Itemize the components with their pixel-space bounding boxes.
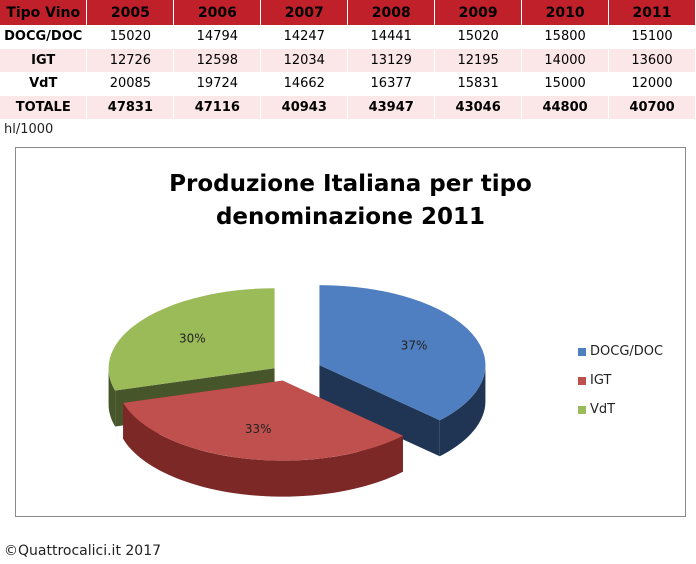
copyright-footer: ©Quattrocalici.it 2017 <box>4 543 162 559</box>
table-cell: 15020 <box>434 25 523 49</box>
header-cell: 2009 <box>434 0 523 25</box>
header-cell: Tipo Vino <box>0 0 88 25</box>
row-label: TOTALE <box>0 95 88 119</box>
table-cell: 40700 <box>608 95 696 119</box>
table-cell: 47831 <box>86 95 175 119</box>
table-cell: 44800 <box>521 95 610 119</box>
table-cell: 12195 <box>434 48 523 72</box>
table-cell: 13600 <box>608 48 696 72</box>
unit-note: hl/1000 <box>4 122 54 137</box>
chart-title: Produzione Italiana per tipo denominazio… <box>16 168 685 234</box>
header-cell: 2007 <box>260 0 349 25</box>
table-cell: 19724 <box>173 72 262 96</box>
header-cell: 2011 <box>608 0 696 25</box>
table-header-row: Tipo Vino 2005 2006 2007 2008 2009 2010 … <box>0 0 696 25</box>
legend-swatch <box>578 376 586 385</box>
table-cell: 43046 <box>434 95 523 119</box>
legend-swatch <box>578 347 586 356</box>
table-row: VdT 20085 19724 14662 16377 15831 15000 … <box>0 72 696 96</box>
table-row-total: TOTALE 47831 47116 40943 43947 43046 448… <box>0 95 696 119</box>
row-label: VdT <box>0 72 88 96</box>
header-cell: 2008 <box>347 0 436 25</box>
pie-labels: 37% 33% 30% <box>179 331 427 435</box>
table-cell: 13129 <box>347 48 436 72</box>
table-cell: 15000 <box>521 72 610 96</box>
legend-item: IGT <box>578 366 663 395</box>
pie-slice-wall <box>319 365 440 457</box>
production-table: Tipo Vino 2005 2006 2007 2008 2009 2010 … <box>0 0 696 119</box>
pie-slice-label: 33% <box>245 422 272 436</box>
table-row: IGT 12726 12598 12034 13129 12195 14000 … <box>0 48 696 72</box>
table-cell: 15100 <box>608 25 696 49</box>
chart-legend: DOCG/DOC IGT VdT <box>578 337 663 424</box>
pie-slice-rim <box>108 368 116 427</box>
table-cell: 14441 <box>347 25 436 49</box>
pie-slice-label: 30% <box>179 331 206 345</box>
table-cell: 14794 <box>173 25 262 49</box>
table-cell: 14247 <box>260 25 349 49</box>
table-cell: 15020 <box>86 25 175 49</box>
pie-slice-label: 37% <box>401 339 428 353</box>
pie-slice-igt <box>123 380 403 461</box>
legend-swatch <box>578 405 586 414</box>
pie-slice-rim <box>123 402 403 497</box>
table-cell: 12034 <box>260 48 349 72</box>
legend-label: IGT <box>590 373 612 388</box>
pie-slice-vdt <box>108 288 275 391</box>
legend-item: VdT <box>578 395 663 424</box>
table-cell: 12726 <box>86 48 175 72</box>
pie-slice-docg-doc <box>319 285 486 421</box>
table-cell: 43947 <box>347 95 436 119</box>
header-cell: 2010 <box>521 0 610 25</box>
table-cell: 15831 <box>434 72 523 96</box>
row-label: IGT <box>0 48 88 72</box>
table-cell: 16377 <box>347 72 436 96</box>
table-cell: 14000 <box>521 48 610 72</box>
legend-item: DOCG/DOC <box>578 337 663 366</box>
pie-plot-area: 37% 33% 30% <box>108 285 486 497</box>
table-row: DOCG/DOC 15020 14794 14247 14441 15020 1… <box>0 25 696 49</box>
pie-chart: Produzione Italiana per tipo denominazio… <box>15 147 686 517</box>
table-cell: 47116 <box>173 95 262 119</box>
row-label: DOCG/DOC <box>0 25 88 49</box>
table-cell: 12598 <box>173 48 262 72</box>
header-cell: 2006 <box>173 0 262 25</box>
pie-tops <box>108 285 486 461</box>
table-cell: 14662 <box>260 72 349 96</box>
legend-label: DOCG/DOC <box>590 344 664 359</box>
table-cell: 12000 <box>608 72 696 96</box>
pie-slice-rim <box>439 363 486 457</box>
legend-label: VdT <box>590 402 616 417</box>
chart-title-line-2: denominazione 2011 <box>215 204 486 230</box>
table-cell: 40943 <box>260 95 349 119</box>
table-cell: 20085 <box>86 72 175 96</box>
table-cell: 15800 <box>521 25 610 49</box>
chart-title-line-1: Produzione Italiana per tipo <box>169 171 532 197</box>
header-cell: 2005 <box>86 0 175 25</box>
